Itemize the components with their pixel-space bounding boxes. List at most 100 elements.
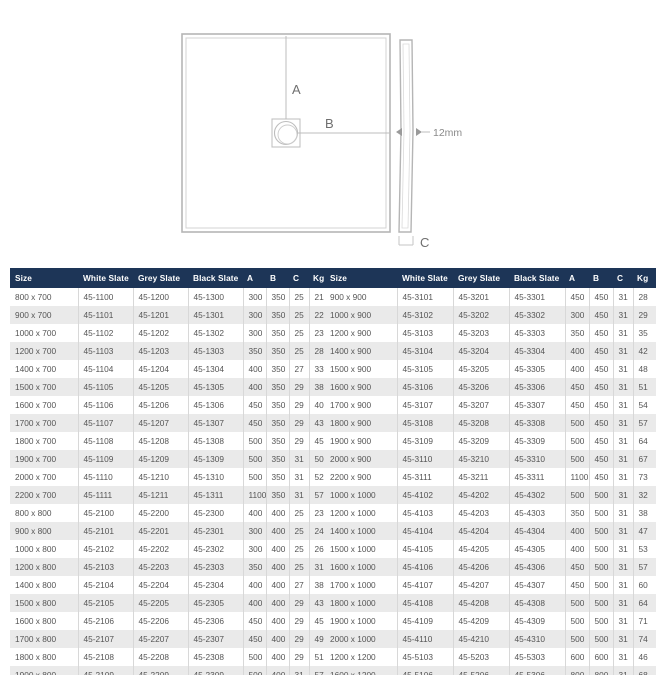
table-row[interactable]: 800 x 700 45-1100 45-1200 45-1300 300 350 25 21 bbox=[10, 288, 332, 306]
size-table-700-800-wrapper: Size White Slate Grey Slate Black Slate … bbox=[10, 268, 332, 675]
col-header-white-slate[interactable]: White Slate bbox=[397, 268, 453, 288]
col-header-size[interactable]: Size bbox=[325, 268, 397, 288]
col-header-kg[interactable]: Kg bbox=[633, 268, 656, 288]
cell-kg: 29 bbox=[638, 310, 648, 320]
table-row[interactable]: 1000 x 1000 45-4102 45-4202 45-4302 500 500 31… bbox=[325, 486, 656, 504]
table-row[interactable]: 1700 x 1000 45-4107 45-4207 45-4307 450 500 31… bbox=[325, 576, 656, 594]
col-header-grey-slate[interactable]: Grey Slate bbox=[453, 268, 509, 288]
cell-c: 29 bbox=[289, 630, 310, 648]
table-row[interactable]: 1200 x 800 45-2103 45-2203 45-2303 350 400 25 3… bbox=[10, 558, 332, 576]
table-row[interactable]: 1400 x 900 45-3104 45-3204 45-3304 400 450 31 4… bbox=[325, 342, 656, 360]
table-row[interactable]: 1200 x 700 45-1103 45-1203 45-1303 350 350 25 2… bbox=[10, 342, 332, 360]
cell-white-slate: 45-2102 bbox=[78, 540, 134, 558]
table-row[interactable]: 2000 x 1000 45-4110 45-4210 45-4310 500 500 31… bbox=[325, 630, 656, 648]
cell-b: 450 bbox=[589, 360, 614, 378]
table-row[interactable]: 1700 x 900 45-3107 45-3207 45-3307 450 450 31 5… bbox=[325, 396, 656, 414]
table-row[interactable]: 1800 x 800 45-2108 45-2208 45-2308 500 400 29 5… bbox=[10, 648, 332, 666]
cell-b: 600 bbox=[589, 648, 614, 666]
cell-kg: 28 bbox=[314, 346, 324, 356]
thickness-label: 12mm bbox=[433, 127, 462, 139]
table-row[interactable]: 1200 x 1000 45-4103 45-4203 45-4303 350 500 31… bbox=[325, 504, 656, 522]
cell-b: 500 bbox=[589, 522, 614, 540]
col-header-white-slate[interactable]: White Slate bbox=[78, 268, 133, 288]
cell-white-slate: 45-1104 bbox=[78, 360, 134, 378]
table-row[interactable]: 1500 x 800 45-2105 45-2205 45-2305 400 400 29 4… bbox=[10, 594, 332, 612]
cell-black-slate: 45-4307 bbox=[509, 576, 566, 594]
table-row[interactable]: 1700 x 800 45-2107 45-2207 45-2307 450 400 29 4… bbox=[10, 630, 332, 648]
cell-white-slate: 45-2103 bbox=[78, 558, 134, 576]
cell-black-slate: 45-1306 bbox=[188, 396, 244, 414]
cell-grey-slate: 45-4202 bbox=[453, 486, 510, 504]
table-row[interactable]: 1600 x 700 45-1106 45-1206 45-1306 450 350 29 4… bbox=[10, 396, 332, 414]
table-row[interactable]: 900 x 700 45-1101 45-1201 45-1301 300 350 25 22 bbox=[10, 306, 332, 324]
cell-c: 31 bbox=[613, 288, 634, 306]
col-header-c[interactable]: C bbox=[613, 268, 633, 288]
cell-b: 350 bbox=[266, 486, 290, 504]
cell-black-slate: 45-4309 bbox=[509, 612, 566, 630]
cell-kg: 26 bbox=[314, 544, 324, 554]
table-row[interactable]: 1900 x 1000 45-4109 45-4209 45-4309 500 500 31… bbox=[325, 612, 656, 630]
col-header-c[interactable]: C bbox=[289, 268, 309, 288]
table-row[interactable]: 2000 x 700 45-1110 45-1210 45-1310 500 350 31 5… bbox=[10, 468, 332, 486]
table-row[interactable]: 1600 x 800 45-2106 45-2206 45-2306 450 400 29 4… bbox=[10, 612, 332, 630]
table-row[interactable]: 1200 x 1200 45-5103 45-5203 45-5303 600 600 31… bbox=[325, 648, 656, 666]
table-row[interactable]: 1900 x 700 45-1109 45-1209 45-1309 500 350 31 5… bbox=[10, 450, 332, 468]
table-row[interactable]: 1400 x 700 45-1104 45-1204 45-1304 400 350 27 3… bbox=[10, 360, 332, 378]
table-row[interactable]: 900 x 900 45-3101 45-3201 45-3301 450 450 31 28 bbox=[325, 288, 656, 306]
col-header-grey-slate[interactable]: Grey Slate bbox=[133, 268, 188, 288]
cell-a: 400 bbox=[565, 342, 590, 360]
cell-c: 25 bbox=[289, 540, 310, 558]
drain-inner-circle-icon bbox=[277, 124, 298, 145]
size-table-700-800: Size White Slate Grey Slate Black Slate … bbox=[10, 268, 332, 675]
col-header-a[interactable]: A bbox=[565, 268, 589, 288]
cell-grey-slate: 45-4205 bbox=[453, 540, 510, 558]
cell-grey-slate: 45-2204 bbox=[133, 576, 189, 594]
table-row[interactable]: 1900 x 800 45-2109 45-2209 45-2309 500 400 31 5… bbox=[10, 666, 332, 675]
cell-c: 31 bbox=[289, 666, 310, 675]
table-row[interactable]: 1000 x 700 45-1102 45-1202 45-1302 300 350 25 2… bbox=[10, 324, 332, 342]
cell-size: 1900 x 700 bbox=[10, 450, 79, 468]
table-row[interactable]: 1500 x 1000 45-4105 45-4205 45-4305 400 500 31… bbox=[325, 540, 656, 558]
table-row[interactable]: 1500 x 900 45-3105 45-3205 45-3305 400 450 31 4… bbox=[325, 360, 656, 378]
table-row[interactable]: 1500 x 700 45-1105 45-1205 45-1305 400 350 29 3… bbox=[10, 378, 332, 396]
table-row[interactable]: 1600 x 1200 45-5106 45-5206 45-5306 800 800 31… bbox=[325, 666, 656, 675]
cell-white-slate: 45-2100 bbox=[78, 504, 134, 522]
table-row[interactable]: 1800 x 900 45-3108 45-3208 45-3308 500 450 31 5… bbox=[325, 414, 656, 432]
cell-grey-slate: 45-2208 bbox=[133, 648, 189, 666]
table-row[interactable]: 1000 x 900 45-3102 45-3202 45-3302 300 450 31 2… bbox=[325, 306, 656, 324]
table-row[interactable]: 800 x 800 45-2100 45-2200 45-2300 400 400 25 23 bbox=[10, 504, 332, 522]
table-row[interactable]: 1400 x 1000 45-4104 45-4204 45-4304 400 500 31… bbox=[325, 522, 656, 540]
table-row[interactable]: 2200 x 700 45-1111 45-1211 45-1311 1100 350 31… bbox=[10, 486, 332, 504]
cell-a: 500 bbox=[565, 450, 590, 468]
table-row[interactable]: 900 x 800 45-2101 45-2201 45-2301 300 400 25 24 bbox=[10, 522, 332, 540]
cell-b: 450 bbox=[589, 324, 614, 342]
col-header-size[interactable]: Size bbox=[10, 268, 78, 288]
table-row[interactable]: 1900 x 900 45-3109 45-3209 45-3309 500 450 31 6… bbox=[325, 432, 656, 450]
cell-black-slate: 45-4303 bbox=[509, 504, 566, 522]
cell-grey-slate: 45-1203 bbox=[133, 342, 189, 360]
col-header-a[interactable]: A bbox=[243, 268, 266, 288]
cell-b: 500 bbox=[589, 576, 614, 594]
table-row[interactable]: 2000 x 900 45-3110 45-3210 45-3310 500 450 31 6… bbox=[325, 450, 656, 468]
col-header-black-slate[interactable]: Black Slate bbox=[188, 268, 243, 288]
table-row[interactable]: 1600 x 1000 45-4106 45-4206 45-4306 450 500 31… bbox=[325, 558, 656, 576]
col-header-b[interactable]: B bbox=[589, 268, 613, 288]
cell-grey-slate: 45-3210 bbox=[453, 450, 510, 468]
table-row[interactable]: 1400 x 800 45-2104 45-2204 45-2304 400 400 27 3… bbox=[10, 576, 332, 594]
cell-a: 350 bbox=[243, 558, 267, 576]
table-row[interactable]: 2200 x 900 45-3111 45-3211 45-3311 1100 450 31… bbox=[325, 468, 656, 486]
table-row[interactable]: 1700 x 700 45-1107 45-1207 45-1307 450 350 29 4… bbox=[10, 414, 332, 432]
cell-a: 500 bbox=[243, 648, 267, 666]
table-row[interactable]: 1800 x 1000 45-4108 45-4208 45-4308 500 500 31… bbox=[325, 594, 656, 612]
table-row[interactable]: 1200 x 900 45-3103 45-3203 45-3303 350 450 31 3… bbox=[325, 324, 656, 342]
table-row[interactable]: 1800 x 700 45-1108 45-1208 45-1308 500 350 29 4… bbox=[10, 432, 332, 450]
cell-kg: 64 bbox=[638, 598, 648, 608]
cell-size: 1600 x 1200 bbox=[325, 666, 398, 675]
table-row[interactable]: 1600 x 900 45-3106 45-3206 45-3306 450 450 31 5… bbox=[325, 378, 656, 396]
cell-black-slate: 45-2302 bbox=[188, 540, 244, 558]
table-row[interactable]: 1000 x 800 45-2102 45-2202 45-2302 300 400 25 2… bbox=[10, 540, 332, 558]
cell-a: 400 bbox=[243, 504, 267, 522]
col-header-b[interactable]: B bbox=[266, 268, 289, 288]
col-header-black-slate[interactable]: Black Slate bbox=[509, 268, 565, 288]
cell-black-slate: 45-5303 bbox=[509, 648, 566, 666]
